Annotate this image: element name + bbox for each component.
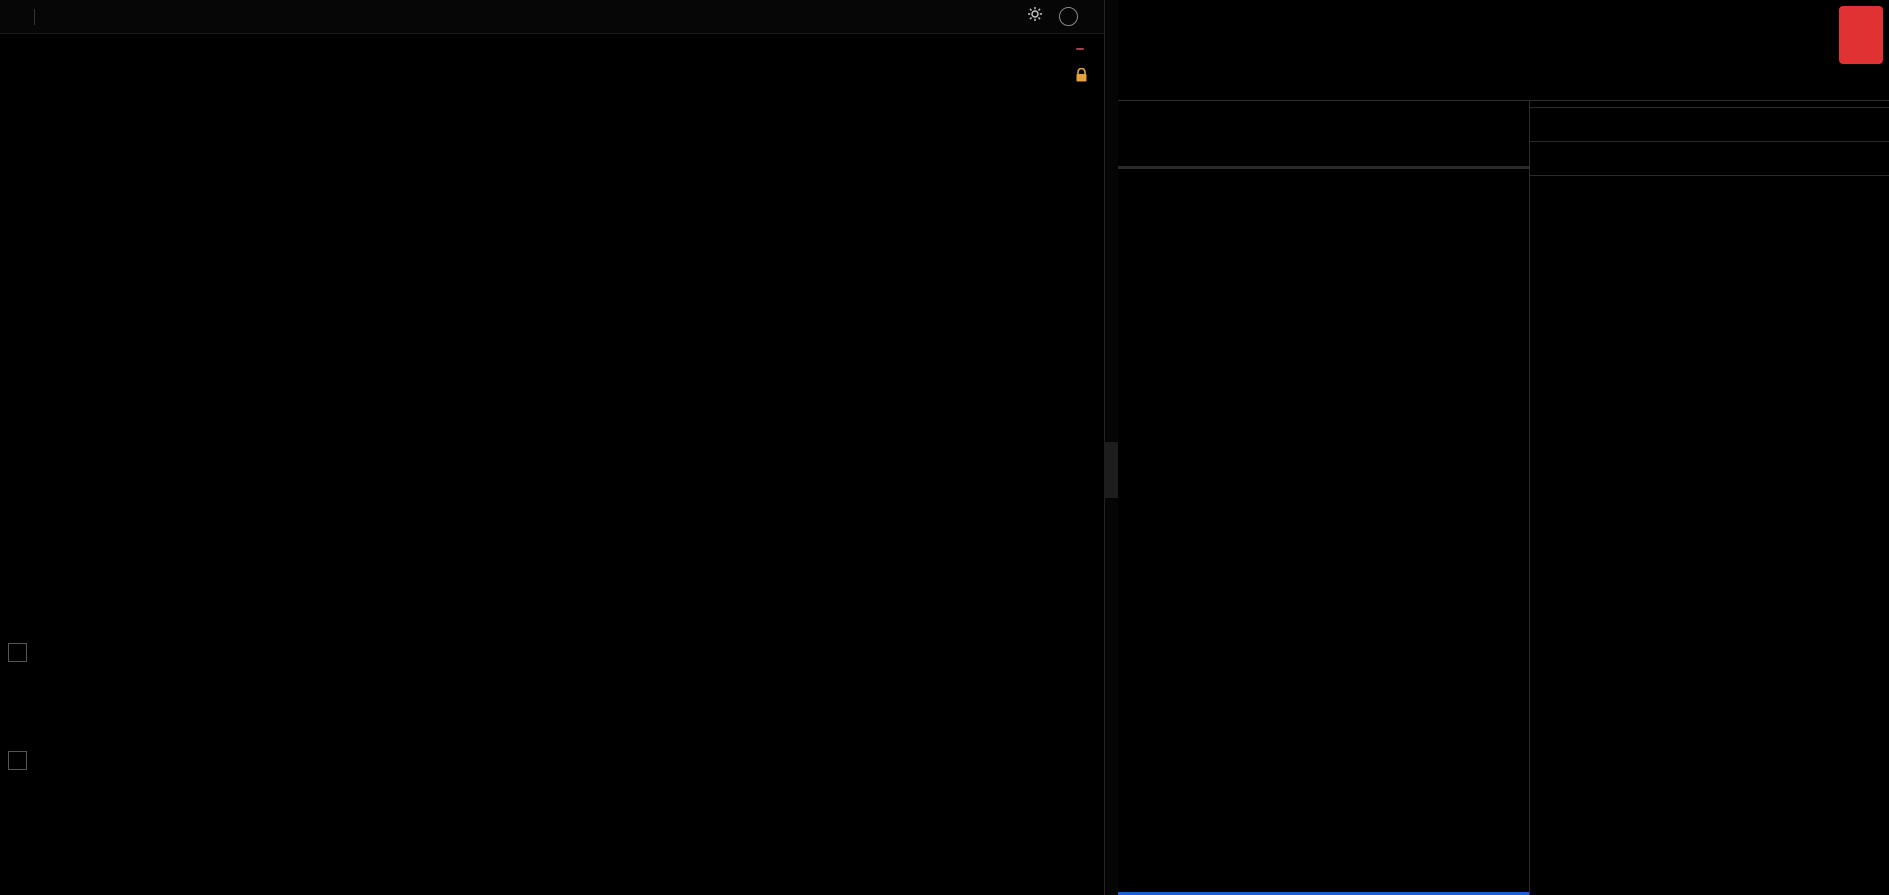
kline-chart[interactable] <box>0 91 1090 895</box>
chart-area <box>0 91 1104 895</box>
lock-icon[interactable] <box>1075 67 1088 87</box>
range-control[interactable] <box>1061 67 1088 87</box>
quote-header <box>1118 0 1889 101</box>
weibi-row <box>1118 136 1529 166</box>
quote-info-bar <box>0 34 1104 63</box>
net-inflow-bar-chart <box>1530 578 1889 895</box>
help-box-icon[interactable] <box>8 643 27 662</box>
section-divider <box>1530 141 1889 142</box>
toolbar-icons <box>1027 6 1094 27</box>
period-toolbar <box>0 0 1104 34</box>
gear-icon[interactable] <box>1027 6 1043 27</box>
subscription-header <box>1530 109 1889 140</box>
volume-panel-header <box>8 643 83 662</box>
panel-expander[interactable] <box>1104 442 1118 498</box>
stats-grid <box>1118 168 1529 169</box>
help-box-icon[interactable] <box>8 751 27 770</box>
section-divider <box>1530 175 1889 176</box>
bid-levels <box>1118 167 1529 168</box>
quote-panel <box>1118 0 1889 895</box>
order-book-column <box>1118 100 1530 895</box>
wp-badge[interactable] <box>1076 47 1084 50</box>
toolbar-separator <box>34 8 35 25</box>
chart-section <box>0 0 1104 895</box>
macd-panel-header <box>8 751 83 770</box>
ma-legend-bar <box>0 63 1104 91</box>
help-icon[interactable] <box>1059 7 1078 26</box>
section-divider <box>1530 107 1889 108</box>
redeem-list-header <box>1530 143 1889 174</box>
quote-body <box>1118 100 1889 895</box>
buy-button[interactable] <box>1839 6 1883 64</box>
fund-info-column <box>1530 100 1889 895</box>
time-axis <box>0 867 1090 891</box>
flow-header <box>1530 177 1889 208</box>
nav-row[interactable] <box>1118 106 1529 136</box>
ask-levels <box>1118 166 1529 167</box>
